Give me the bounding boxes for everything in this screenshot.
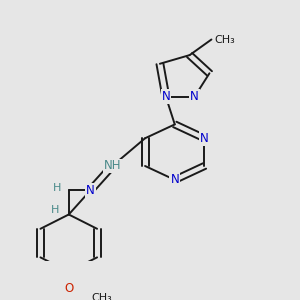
Text: H: H bbox=[50, 205, 59, 215]
Text: N: N bbox=[190, 90, 199, 103]
Text: H: H bbox=[52, 183, 61, 193]
Text: N: N bbox=[170, 173, 179, 186]
Text: NH: NH bbox=[103, 160, 121, 172]
Text: N: N bbox=[161, 90, 170, 103]
Text: O: O bbox=[64, 283, 74, 296]
Text: CH₃: CH₃ bbox=[92, 293, 112, 300]
Text: CH₃: CH₃ bbox=[214, 34, 235, 44]
Text: N: N bbox=[200, 132, 209, 145]
Text: N: N bbox=[86, 184, 95, 197]
